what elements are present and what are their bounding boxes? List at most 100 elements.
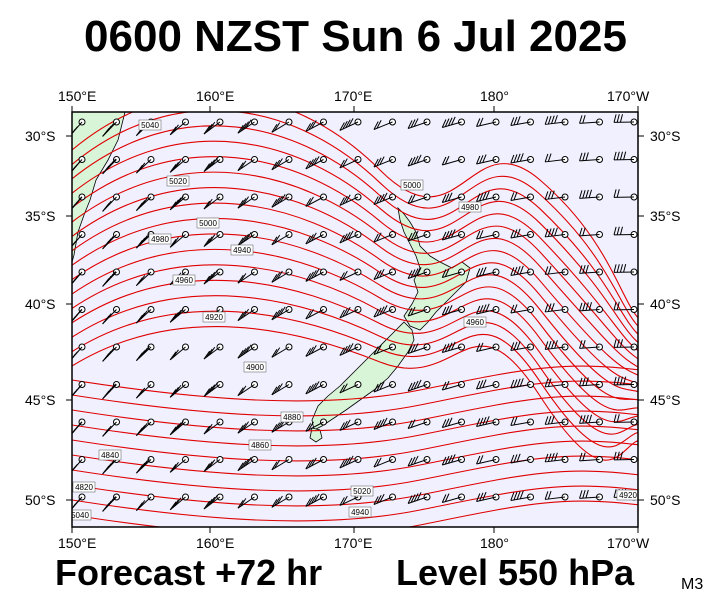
contour-line <box>72 171 638 360</box>
contour-label-box <box>196 217 220 229</box>
wind-barb <box>441 229 465 241</box>
contour-label: 5040 <box>71 511 89 520</box>
wind-barb <box>476 455 500 465</box>
wind-barb <box>271 231 293 246</box>
wind-barb <box>476 379 500 390</box>
contour-label-box <box>400 179 424 191</box>
wind-barb <box>169 231 189 248</box>
wind-barb <box>72 343 86 360</box>
wind-barb <box>510 191 534 201</box>
contour-labels: 5040 5020 5000 4980 4960 4940 4920 4900 4880 4860… <box>71 119 638 521</box>
contour-label-box <box>243 361 267 373</box>
contour-line <box>72 248 638 401</box>
contour-label: 4880 <box>283 413 301 422</box>
wind-barb <box>613 264 638 276</box>
wind-barb <box>135 418 155 437</box>
wind-barb <box>544 153 569 163</box>
wind-barb <box>544 378 569 388</box>
wind-barb <box>102 306 120 325</box>
wind-barb <box>237 456 258 472</box>
contour-label: 4920 <box>619 491 637 500</box>
wind-barb <box>441 192 465 203</box>
wind-barb <box>579 414 603 426</box>
wind-barb <box>305 418 327 432</box>
ocean-background <box>72 112 638 527</box>
lon-label-bottom-180: 180° <box>480 535 509 551</box>
contour-line <box>72 295 638 435</box>
wind-barb <box>203 343 224 360</box>
wind-barb <box>544 190 569 201</box>
wind-barb <box>169 381 189 398</box>
wind-barb <box>339 230 362 244</box>
wind-barb <box>135 156 155 174</box>
wind-barb <box>613 451 638 463</box>
wind-barb <box>237 343 258 359</box>
wind-barb <box>169 343 189 361</box>
contour-label: 5020 <box>353 487 371 496</box>
wind-barb <box>476 303 500 315</box>
wind-barb <box>544 227 569 238</box>
contour-line <box>72 410 638 447</box>
wind-barb <box>544 265 569 276</box>
wind-barb <box>102 343 120 362</box>
lat-label-right-30s: 30°S <box>650 128 681 144</box>
lon-label-top-150e: 150°E <box>58 88 97 104</box>
wind-barb <box>305 118 327 132</box>
wind-barb <box>135 306 155 324</box>
wind-barb <box>339 268 362 281</box>
contour-label-box <box>463 316 487 328</box>
wind-barb <box>203 193 224 210</box>
wind-barb <box>613 151 638 163</box>
wind-barb <box>305 231 327 245</box>
contour-label: 4820 <box>75 483 93 492</box>
contour-label-box <box>280 411 304 423</box>
contour-line <box>72 500 638 527</box>
wind-barb <box>613 414 638 426</box>
contour-label-box <box>138 119 162 131</box>
wind-barb <box>613 114 638 126</box>
contour-line <box>72 470 638 507</box>
wind-barb <box>510 341 534 351</box>
wind-barb <box>305 193 327 207</box>
wind-barb <box>237 268 258 284</box>
wind-barb <box>373 456 396 468</box>
lon-label-top-180: 180° <box>480 88 509 104</box>
contour-label-box <box>616 489 638 501</box>
wind-barb <box>135 381 155 399</box>
lon-label-bottom-170w: 170°W <box>607 535 650 551</box>
contour-label-box <box>202 311 226 323</box>
lon-label-top-170e: 170°E <box>334 88 373 104</box>
wind-barb <box>476 416 500 427</box>
wind-barb <box>510 265 534 276</box>
lat-label-right-35s: 35°S <box>650 208 681 224</box>
wind-barb <box>339 455 362 469</box>
wind-barb <box>102 268 120 287</box>
wind-barb <box>305 343 327 357</box>
wind-barb <box>510 453 534 464</box>
wind-barb <box>441 116 465 128</box>
wind-barb <box>441 155 465 166</box>
wind-barb <box>305 493 327 507</box>
wind-barb <box>510 416 534 426</box>
wind-barb <box>510 304 534 314</box>
wind-barb <box>544 415 569 426</box>
lat-label-right-40s: 40°S <box>650 296 681 312</box>
wind-barb <box>271 306 293 321</box>
wind-barb <box>169 193 189 211</box>
wind-barb <box>373 156 396 168</box>
wind-barb <box>441 341 465 353</box>
wind-barb <box>72 381 86 397</box>
wind-barb <box>510 228 534 239</box>
wind-barb <box>203 381 224 397</box>
contour-label-box <box>248 439 272 451</box>
wind-barb <box>102 193 120 212</box>
wind-barb <box>135 493 155 512</box>
wind-barb <box>373 192 396 205</box>
lat-label-left-45s: 45°S <box>25 392 56 408</box>
wind-barb <box>305 381 327 395</box>
wind-barb <box>373 268 396 280</box>
wind-barb <box>237 193 258 209</box>
contour-line <box>72 112 638 319</box>
wind-barb <box>237 306 258 322</box>
